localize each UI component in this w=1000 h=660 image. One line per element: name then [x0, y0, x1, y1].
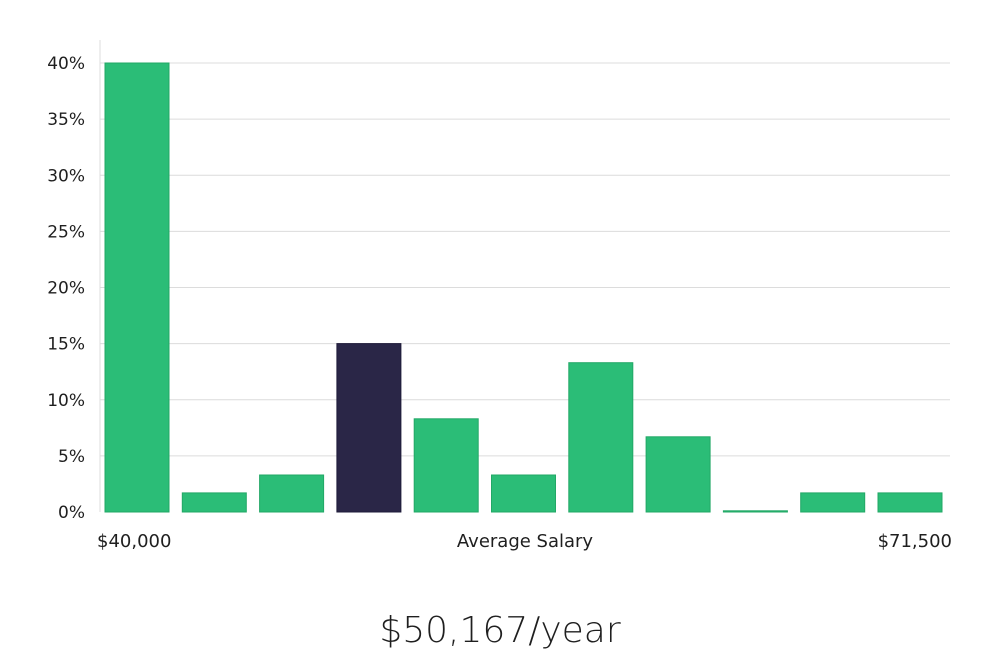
histogram-bar — [800, 492, 866, 513]
histogram-bar-highlighted — [336, 343, 402, 513]
y-axis-ticks: 0% 5% 10% 15% 20% 25% 30% 35% 40% — [47, 54, 85, 523]
gridlines — [100, 62, 950, 457]
y-tick-label: 35% — [47, 110, 85, 130]
histogram-bar — [259, 474, 325, 513]
salary-histogram: 0% 5% 10% 15% 20% 25% 30% 35% 40% $40,000 Averag… — [47, 40, 952, 552]
bars — [104, 62, 943, 513]
y-tick-label: 15% — [47, 335, 85, 355]
y-tick-label: 5% — [58, 447, 85, 467]
y-tick-label: 25% — [47, 222, 85, 242]
histogram-bar — [181, 492, 247, 513]
x-label-min: $40,000 — [97, 531, 171, 552]
histogram-bar — [491, 474, 556, 513]
histogram-bar — [104, 62, 170, 513]
y-tick-label: 10% — [47, 391, 85, 411]
histogram-bar — [568, 362, 634, 513]
y-tick-label: 30% — [47, 166, 85, 186]
histogram-bar — [645, 436, 711, 513]
histogram-bar — [413, 418, 479, 513]
x-axis-title: Average Salary — [457, 531, 594, 552]
histogram-bar — [877, 492, 943, 513]
x-label-max: $71,500 — [878, 531, 952, 552]
y-tick-label: 0% — [58, 503, 85, 523]
average-salary-value: $50,167/year — [379, 610, 621, 651]
histogram-bar — [722, 510, 788, 513]
y-tick-label: 40% — [47, 54, 85, 74]
y-tick-label: 20% — [47, 279, 85, 299]
